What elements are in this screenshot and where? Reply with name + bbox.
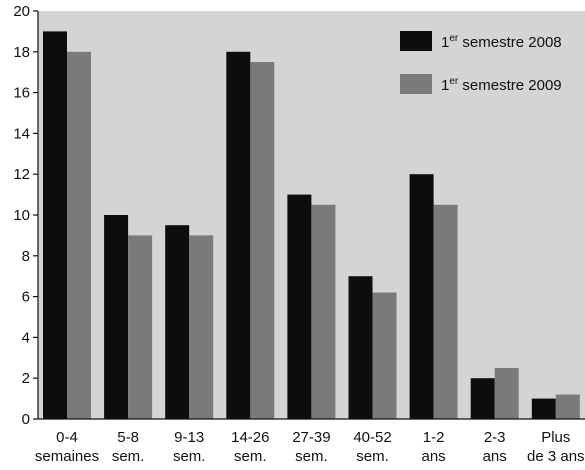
bar-2009-7 xyxy=(494,368,519,419)
bar-2009-2 xyxy=(189,235,214,419)
y-tick-label: 0 xyxy=(22,411,30,428)
bar-2009-8 xyxy=(555,394,580,419)
x-category-label: de 3 ans xyxy=(527,448,585,465)
x-category-label: 40-52 xyxy=(353,429,391,446)
bars-group xyxy=(43,31,580,420)
legend-label-prefix: 1 xyxy=(441,34,449,51)
x-category-label: 0-4 xyxy=(56,429,78,446)
bar-2009-3 xyxy=(250,62,275,419)
bar-2008-0 xyxy=(43,31,67,420)
bar-2009-4 xyxy=(311,204,336,419)
bar-2008-2 xyxy=(165,225,190,419)
x-category-label: ans xyxy=(483,448,507,465)
x-category-label: 9-13 xyxy=(174,429,204,446)
bar-2008-1 xyxy=(104,215,129,419)
bar-2008-5 xyxy=(348,276,373,419)
y-tick-label: 14 xyxy=(13,125,30,142)
y-tick-label: 12 xyxy=(13,166,30,183)
x-category-label: 14-26 xyxy=(231,429,269,446)
x-category-label: 1-2 xyxy=(423,429,445,446)
x-category-label: ans xyxy=(422,448,446,465)
bar-2008-3 xyxy=(226,51,251,420)
legend-swatch-2008 xyxy=(400,31,432,51)
y-tick-label: 2 xyxy=(22,370,30,387)
bar-2009-5 xyxy=(372,292,397,419)
x-category-label: sem. xyxy=(295,448,328,465)
y-tick-label: 8 xyxy=(22,248,30,265)
y-tick-label: 6 xyxy=(22,289,30,306)
legend-label-suffix: semestre 2009 xyxy=(458,77,561,94)
legend-label-prefix: 1 xyxy=(441,77,449,94)
y-tick-label: 18 xyxy=(13,44,30,61)
legend-label-suffix: semestre 2008 xyxy=(458,34,561,51)
legend-label-2008: 1er semestre 2008 xyxy=(441,33,562,51)
legend-label-2009: 1er semestre 2009 xyxy=(441,76,562,94)
x-category-label: 2-3 xyxy=(484,429,506,446)
legend-swatch-2009 xyxy=(400,74,432,94)
bar-2009-1 xyxy=(128,235,153,419)
y-axis-ticks: 0 2 4 6 8 10 12 14 16 18 20 xyxy=(13,3,38,428)
x-category-label: 27-39 xyxy=(292,429,330,446)
y-tick-label: 4 xyxy=(22,329,30,346)
x-category-label: semaines xyxy=(35,448,99,465)
legend-label-superscript: er xyxy=(449,76,459,87)
bar-2009-0 xyxy=(67,51,91,420)
bar-2008-6 xyxy=(409,174,434,419)
x-category-label: sem. xyxy=(356,448,389,465)
bar-2008-4 xyxy=(287,194,312,419)
y-tick-label: 16 xyxy=(13,85,30,102)
x-category-label: Plus xyxy=(541,429,570,446)
bar-2008-8 xyxy=(531,398,556,419)
x-category-label: sem. xyxy=(112,448,145,465)
x-category-label: sem. xyxy=(173,448,206,465)
bar-2008-7 xyxy=(470,378,495,419)
x-category-label: 5-8 xyxy=(117,429,139,446)
x-category-label: sem. xyxy=(234,448,267,465)
y-tick-label: 10 xyxy=(13,207,30,224)
legend-label-superscript: er xyxy=(449,33,459,44)
y-tick-label: 20 xyxy=(13,3,30,20)
x-axis-labels: 0-4 semaines 5-8 sem. 9-13 sem. 14-26 sem. 27-39… xyxy=(35,429,585,465)
bar-2009-6 xyxy=(433,204,458,419)
